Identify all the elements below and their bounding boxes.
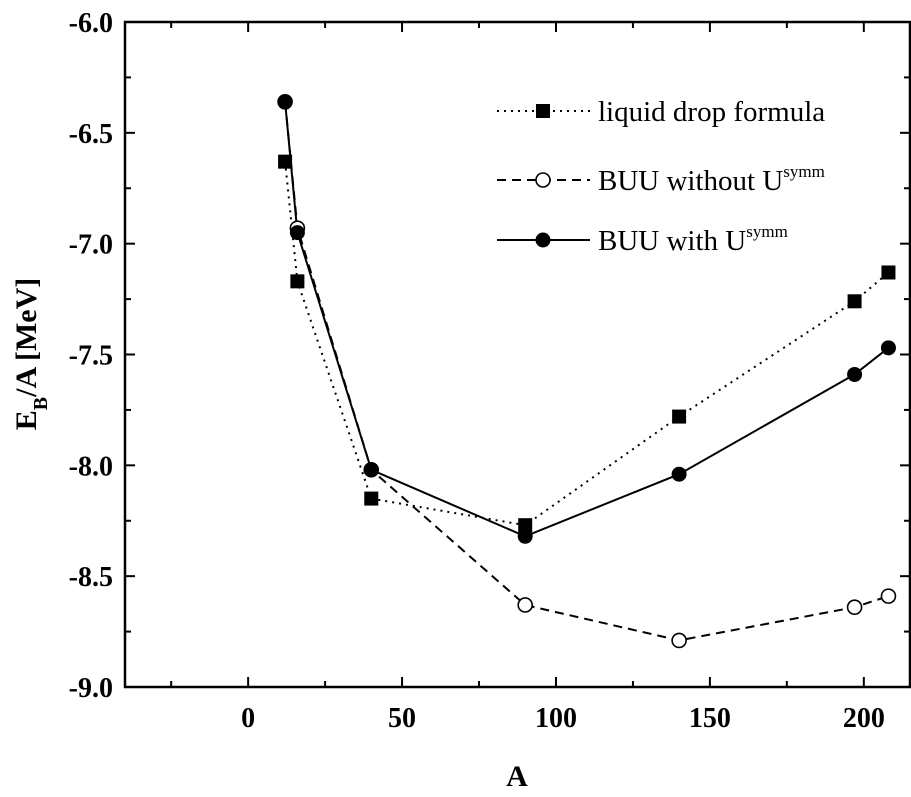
legend-label-2: BUU with Usymm bbox=[598, 222, 788, 257]
x-tick-label: 150 bbox=[689, 703, 731, 734]
x-tick-label: 0 bbox=[241, 703, 255, 734]
data-point-s0 bbox=[290, 274, 305, 289]
x-axis-title: A bbox=[506, 760, 528, 793]
legend-label-1: BUU without Usymm bbox=[598, 162, 825, 197]
legend-marker-1 bbox=[535, 172, 551, 188]
y-tick-label: -6.5 bbox=[69, 119, 113, 150]
y-axis-title: EB/A [MeV] bbox=[10, 278, 52, 430]
data-point-s0 bbox=[672, 409, 687, 424]
y-tick-label: -8.0 bbox=[69, 451, 113, 482]
series-lines bbox=[284, 101, 890, 642]
y-axis-title-sub: B bbox=[30, 397, 52, 410]
y-tick-label: -7.0 bbox=[69, 230, 113, 261]
legend-marker-0 bbox=[536, 104, 550, 118]
y-tick-label: -9.0 bbox=[69, 673, 113, 704]
y-axis-title-main: E bbox=[10, 410, 43, 430]
data-point-s2 bbox=[289, 225, 305, 241]
axis-tick-labels: 0 50 100 150 200 -9.0 -8.5 -8.0 -7.5 -7.0 -6.5 -6.0 bbox=[69, 8, 885, 734]
data-point-s0 bbox=[881, 265, 896, 280]
legend: liquid drop formula BUU without Usymm BUU … bbox=[497, 96, 825, 257]
data-point-s2 bbox=[847, 366, 863, 382]
legend-superscript: symm bbox=[746, 222, 788, 241]
data-point-s0 bbox=[364, 491, 379, 506]
data-point-s1 bbox=[880, 588, 897, 604]
x-tick-label: 200 bbox=[843, 703, 885, 734]
data-point-s0 bbox=[847, 294, 862, 309]
data-point-s1 bbox=[517, 597, 533, 613]
data-point-s0 bbox=[278, 154, 293, 169]
y-tick-label: -8.5 bbox=[69, 562, 113, 593]
legend-superscript: symm bbox=[783, 162, 825, 181]
series-markers bbox=[277, 94, 897, 649]
y-tick-label: -7.5 bbox=[69, 341, 113, 372]
data-point-s2 bbox=[671, 466, 687, 482]
axis-ticks bbox=[125, 21, 910, 688]
legend-label-0: liquid drop formula bbox=[598, 96, 825, 128]
y-tick-label: -6.0 bbox=[69, 8, 113, 39]
series-line-1 bbox=[284, 101, 889, 642]
data-point-s2 bbox=[880, 340, 896, 356]
legend-marker-2 bbox=[535, 232, 551, 248]
data-point-s1 bbox=[671, 632, 687, 649]
data-point-s2 bbox=[277, 94, 293, 110]
x-tick-label: 100 bbox=[535, 703, 577, 734]
data-point-s1 bbox=[846, 599, 863, 616]
x-tick-label: 50 bbox=[388, 703, 416, 734]
data-point-s0 bbox=[518, 518, 533, 533]
y-axis-title-rest: /A [MeV] bbox=[10, 278, 43, 398]
data-point-s2 bbox=[363, 462, 379, 478]
data-point-s2 bbox=[517, 528, 533, 544]
